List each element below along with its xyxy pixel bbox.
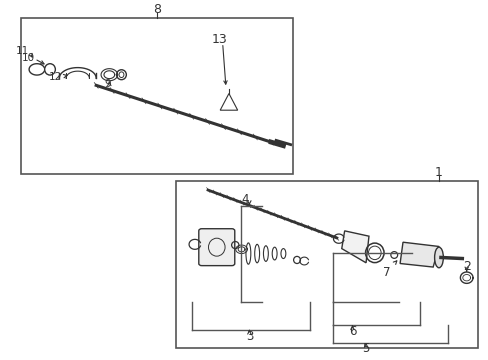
Text: 13: 13 xyxy=(211,33,226,46)
Text: 8: 8 xyxy=(153,3,161,15)
Text: 11: 11 xyxy=(16,46,29,55)
Ellipse shape xyxy=(434,247,443,268)
Text: 2: 2 xyxy=(462,260,469,273)
Bar xyxy=(21,18,292,174)
Text: 4: 4 xyxy=(241,193,249,206)
FancyBboxPatch shape xyxy=(199,229,234,266)
Text: 6: 6 xyxy=(348,325,355,338)
Text: 1: 1 xyxy=(434,166,442,179)
Polygon shape xyxy=(341,231,368,263)
Text: 5: 5 xyxy=(362,342,369,355)
Text: 3: 3 xyxy=(245,330,252,343)
Text: 10: 10 xyxy=(21,53,35,63)
Bar xyxy=(176,181,477,348)
Polygon shape xyxy=(399,242,438,267)
Text: 7: 7 xyxy=(383,266,390,279)
Text: 12: 12 xyxy=(49,72,62,82)
Text: 9: 9 xyxy=(104,79,110,89)
